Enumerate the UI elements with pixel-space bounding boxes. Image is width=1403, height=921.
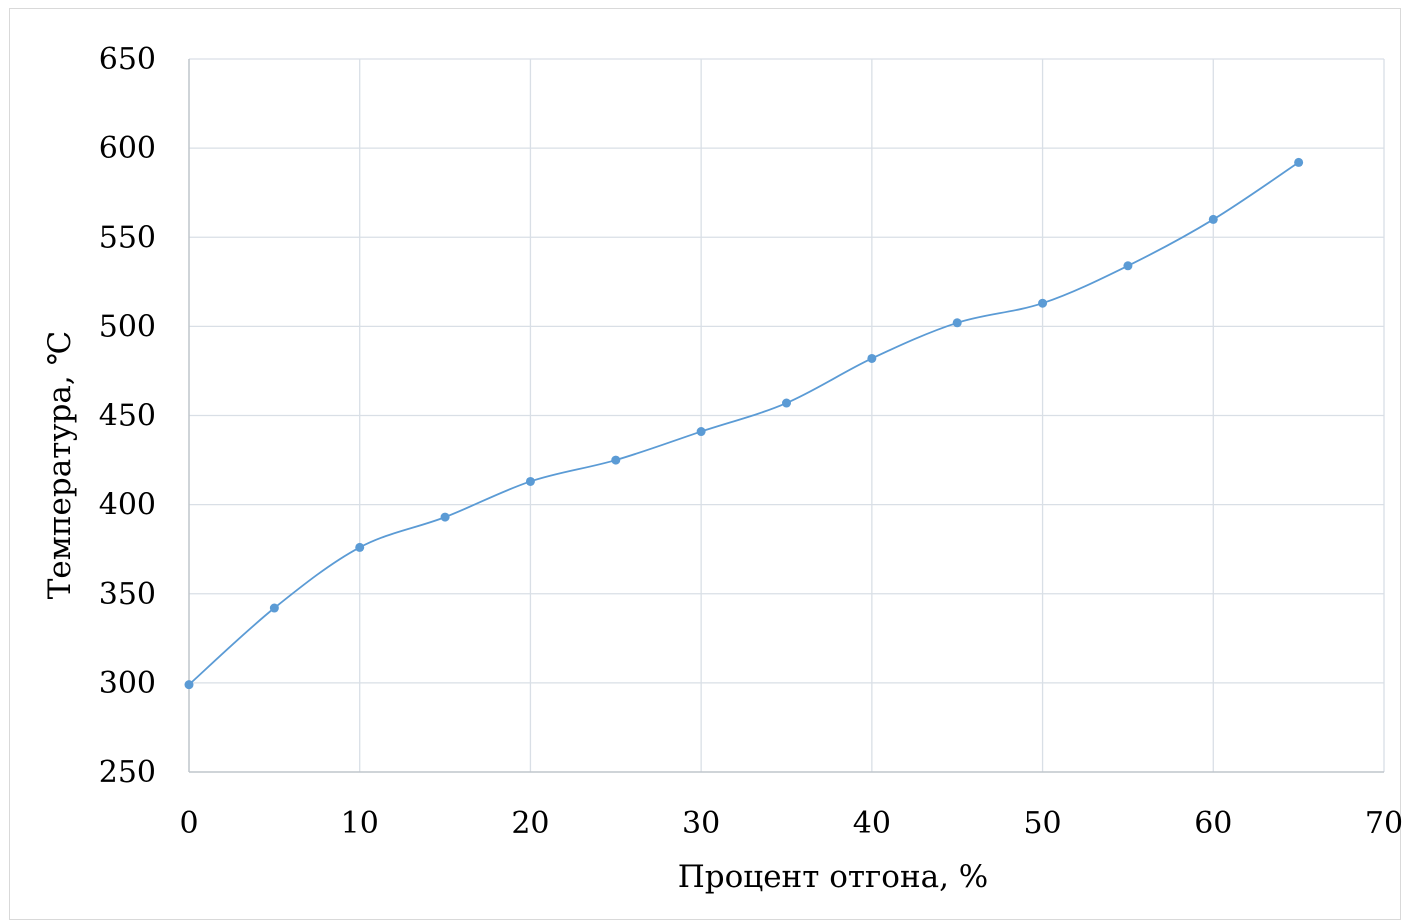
data-point	[440, 512, 450, 522]
y-axis-title: Температура, ℃	[42, 331, 78, 600]
x-tick-label: 0	[179, 806, 198, 841]
x-tick-label: 30	[682, 806, 720, 841]
x-tick-label: 60	[1194, 806, 1232, 841]
data-point	[1038, 298, 1048, 308]
y-tick-label: 500	[99, 309, 156, 344]
y-tick-label: 650	[99, 42, 156, 77]
data-point	[867, 353, 877, 363]
data-point	[1294, 157, 1304, 167]
data-point	[269, 603, 279, 613]
y-tick-label: 300	[99, 666, 156, 701]
data-point	[1208, 214, 1218, 224]
tick-labels: 250 300 350 400 450 500 550 600 650 0 10 20 30 40 50 60…	[99, 42, 1403, 841]
y-tick-label: 450	[99, 399, 156, 434]
x-tick-label: 70	[1365, 806, 1403, 841]
y-tick-label: 600	[99, 131, 156, 166]
y-tick-label: 400	[99, 488, 156, 523]
data-point	[952, 318, 962, 328]
series-layer	[184, 157, 1304, 690]
x-tick-label: 10	[341, 806, 379, 841]
chart-area	[9, 8, 1401, 920]
x-tick-label: 50	[1023, 806, 1061, 841]
data-point	[184, 680, 194, 690]
y-tick-label: 550	[99, 220, 156, 255]
y-tick-label: 350	[99, 577, 156, 612]
data-point	[611, 455, 621, 465]
data-point	[782, 398, 791, 408]
grid	[189, 58, 1385, 772]
data-point	[525, 476, 535, 486]
y-tick-label: 250	[99, 755, 156, 790]
series-line	[188, 161, 1300, 686]
x-tick-label: 40	[853, 806, 891, 841]
x-axis-title: Процент отгона, %	[678, 859, 989, 895]
data-point	[1123, 261, 1133, 271]
data-point	[696, 427, 706, 437]
axes	[188, 59, 1384, 773]
x-tick-label: 20	[511, 806, 549, 841]
data-point	[355, 542, 365, 552]
